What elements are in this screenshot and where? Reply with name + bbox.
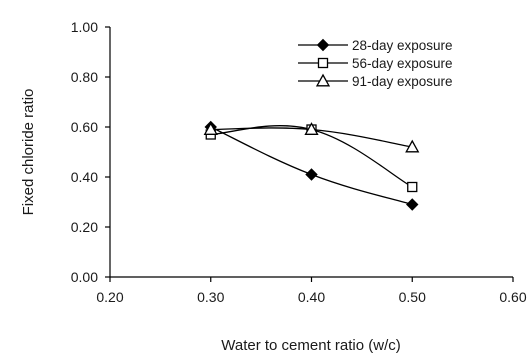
plot-area: 0.20 0.30 0.40 0.50 0.60 0.00 0.20 0.40 0.60 0.8… <box>71 19 527 305</box>
series-3 <box>203 122 420 153</box>
legend: 28-day exposure 56-day exposure 91-day exp… <box>298 38 453 89</box>
data-point <box>405 139 420 153</box>
x-tick-label: 0.30 <box>197 289 224 305</box>
legend-marker <box>317 57 329 69</box>
x-tick-label: 0.50 <box>399 289 426 305</box>
series-2 <box>205 124 418 193</box>
y-tick-label: 0.80 <box>71 69 98 85</box>
legend-item: 56-day exposure <box>298 56 453 71</box>
y-tick-label: 0.00 <box>71 269 98 285</box>
data-point <box>407 181 418 193</box>
data-point <box>305 168 318 181</box>
legend-marker <box>316 38 330 52</box>
x-tick-label: 0.60 <box>499 289 526 305</box>
legend-item: 91-day exposure <box>298 73 453 89</box>
x-tick-label: 0.20 <box>96 289 123 305</box>
x-ticks: 0.20 0.30 0.40 0.50 0.60 <box>96 277 527 305</box>
legend-item: 28-day exposure <box>298 38 453 53</box>
data-point <box>304 122 319 135</box>
legend-label: 28-day exposure <box>352 38 453 53</box>
series-1 <box>204 120 419 211</box>
series-layer <box>203 120 420 211</box>
y-tick-label: 0.40 <box>71 169 98 185</box>
data-point <box>203 122 218 135</box>
legend-label: 56-day exposure <box>352 56 453 71</box>
y-ticks: 0.00 0.20 0.40 0.60 0.80 1.00 <box>71 19 110 285</box>
y-axis-title: Fixed chloride ratio <box>20 89 37 216</box>
x-tick-label: 0.40 <box>298 289 325 305</box>
legend-label: 91-day exposure <box>352 74 453 89</box>
y-tick-label: 0.60 <box>71 119 98 135</box>
y-tick-label: 1.00 <box>71 19 98 35</box>
data-point <box>406 198 419 211</box>
x-axis-title: Water to cement ratio (w/c) <box>221 337 401 354</box>
y-tick-label: 0.20 <box>71 219 98 235</box>
legend-marker <box>315 73 331 87</box>
